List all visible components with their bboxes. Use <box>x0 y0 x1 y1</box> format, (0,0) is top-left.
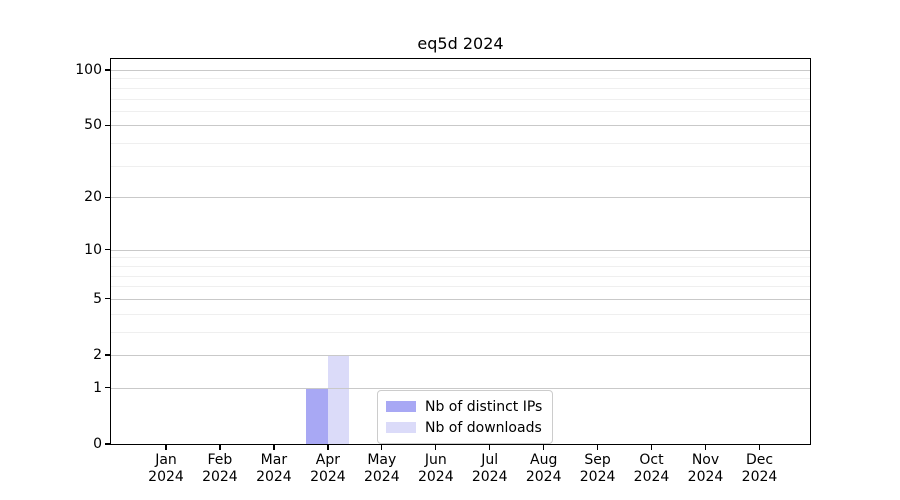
x-tick-mark <box>165 444 167 450</box>
x-tick-month: Dec <box>745 452 774 468</box>
bar-distinct-ips-apr <box>306 387 328 444</box>
y-gridline-major <box>111 387 810 389</box>
y-gridline-minor <box>111 165 810 167</box>
x-tick-month: Jul <box>481 452 499 468</box>
y-tick-label: 10 <box>84 241 102 258</box>
x-tick-month: Jun <box>424 452 447 468</box>
legend-swatch-icon <box>386 401 416 412</box>
x-tick-mark <box>219 444 221 450</box>
x-tick-year: 2024 <box>525 469 562 485</box>
x-tick-month: Sep <box>584 452 611 468</box>
legend: Nb of distinct IPs Nb of downloads <box>377 390 554 444</box>
plot-spine-right <box>809 58 811 445</box>
legend-row-downloads: Nb of downloads <box>386 417 542 438</box>
x-tick-mark <box>758 444 761 450</box>
y-gridline-minor <box>111 110 810 112</box>
y-gridline-major <box>111 298 810 300</box>
x-tick-year: 2024 <box>741 469 778 485</box>
y-gridline-minor <box>111 313 810 315</box>
y-tick-label: 100 <box>75 62 102 78</box>
x-tick-month: May <box>367 452 397 468</box>
x-tick-mark <box>543 444 545 450</box>
y-tick-label: 5 <box>93 290 102 307</box>
x-tick-year: 2024 <box>687 469 724 485</box>
y-tick-mark <box>105 249 111 251</box>
x-tick-label-feb: Feb 2024 <box>188 452 252 486</box>
plot-area: Nb of distinct IPs Nb of downloads <box>110 58 811 445</box>
legend-swatch-icon <box>386 422 416 433</box>
y-tick-label: 0 <box>93 436 102 452</box>
y-tick-mark <box>105 298 111 300</box>
x-tick-month: Feb <box>207 452 233 468</box>
y-gridline-major <box>111 249 810 251</box>
y-gridline-minor <box>111 275 810 277</box>
x-tick-label-jun: Jun 2024 <box>404 452 468 486</box>
x-tick-month: Nov <box>691 452 720 468</box>
y-gridline-major <box>111 70 810 71</box>
x-tick-year: 2024 <box>363 469 400 485</box>
x-tick-month: Jan <box>155 452 177 468</box>
x-tick-mark <box>489 444 491 450</box>
x-tick-label-nov: Nov 2024 <box>674 452 738 486</box>
y-gridline-minor <box>111 87 810 89</box>
plot-spine-top <box>110 58 811 60</box>
chart-title: eq5d 2024 <box>417 34 504 53</box>
y-tick-mark <box>105 196 111 198</box>
plot-spine-bottom <box>110 443 811 445</box>
y-tick-mark <box>105 124 111 127</box>
y-tick-label: 20 <box>84 189 102 206</box>
bar-downloads-apr <box>327 354 350 444</box>
y-gridline-minor <box>111 78 810 80</box>
y-gridline-minor <box>111 331 810 333</box>
x-tick-mark <box>597 444 599 450</box>
x-tick-year: 2024 <box>579 469 616 485</box>
x-tick-year: 2024 <box>256 469 292 485</box>
legend-label: Nb of downloads <box>425 419 542 436</box>
x-tick-month: Oct <box>639 452 664 468</box>
x-tick-year: 2024 <box>471 469 508 485</box>
y-tick-mark <box>105 69 111 71</box>
x-tick-year: 2024 <box>310 469 346 485</box>
x-tick-mark <box>435 444 437 450</box>
y-gridline-major <box>111 197 810 199</box>
y-tick-label: 50 <box>84 117 102 134</box>
x-tick-year: 2024 <box>148 469 184 485</box>
x-tick-label-mar: Mar 2024 <box>242 452 306 486</box>
x-tick-label-aug: Aug 2024 <box>512 452 576 486</box>
x-tick-year: 2024 <box>633 469 670 485</box>
x-tick-month: Mar <box>260 452 288 468</box>
x-tick-label-sep: Sep 2024 <box>566 452 630 486</box>
x-tick-month: Aug <box>530 452 558 468</box>
y-tick-mark <box>105 443 111 445</box>
y-gridline-minor <box>111 286 810 288</box>
x-tick-label-dec: Dec 2024 <box>728 452 792 486</box>
x-tick-label-apr: Apr 2024 <box>296 452 360 486</box>
y-tick-mark <box>105 387 111 389</box>
x-tick-mark <box>327 444 329 450</box>
x-tick-mark <box>381 444 383 450</box>
y-gridline-major <box>111 125 810 127</box>
y-gridline-major <box>111 355 810 356</box>
y-tick-mark <box>105 354 111 356</box>
y-tick-label: 1 <box>93 379 102 396</box>
y-gridline-minor <box>111 143 810 145</box>
y-gridline-minor <box>111 257 810 259</box>
x-tick-label-may: May 2024 <box>350 452 414 486</box>
x-tick-year: 2024 <box>202 469 238 485</box>
x-tick-label-jan: Jan 2024 <box>134 452 198 486</box>
legend-row-distinct-ips: Nb of distinct IPs <box>386 396 542 417</box>
y-tick-label: 2 <box>93 347 102 363</box>
x-tick-mark <box>650 444 653 450</box>
legend-label: Nb of distinct IPs <box>425 398 543 415</box>
x-tick-label-oct: Oct 2024 <box>620 452 684 486</box>
x-tick-mark <box>704 444 707 450</box>
x-tick-year: 2024 <box>417 469 454 485</box>
plot-spine-left <box>110 58 112 445</box>
x-tick-label-jul: Jul 2024 <box>458 452 522 486</box>
x-tick-month: Apr <box>315 452 340 468</box>
y-gridline-minor <box>111 265 810 267</box>
y-gridline-minor <box>111 98 810 100</box>
x-tick-mark <box>273 444 275 450</box>
